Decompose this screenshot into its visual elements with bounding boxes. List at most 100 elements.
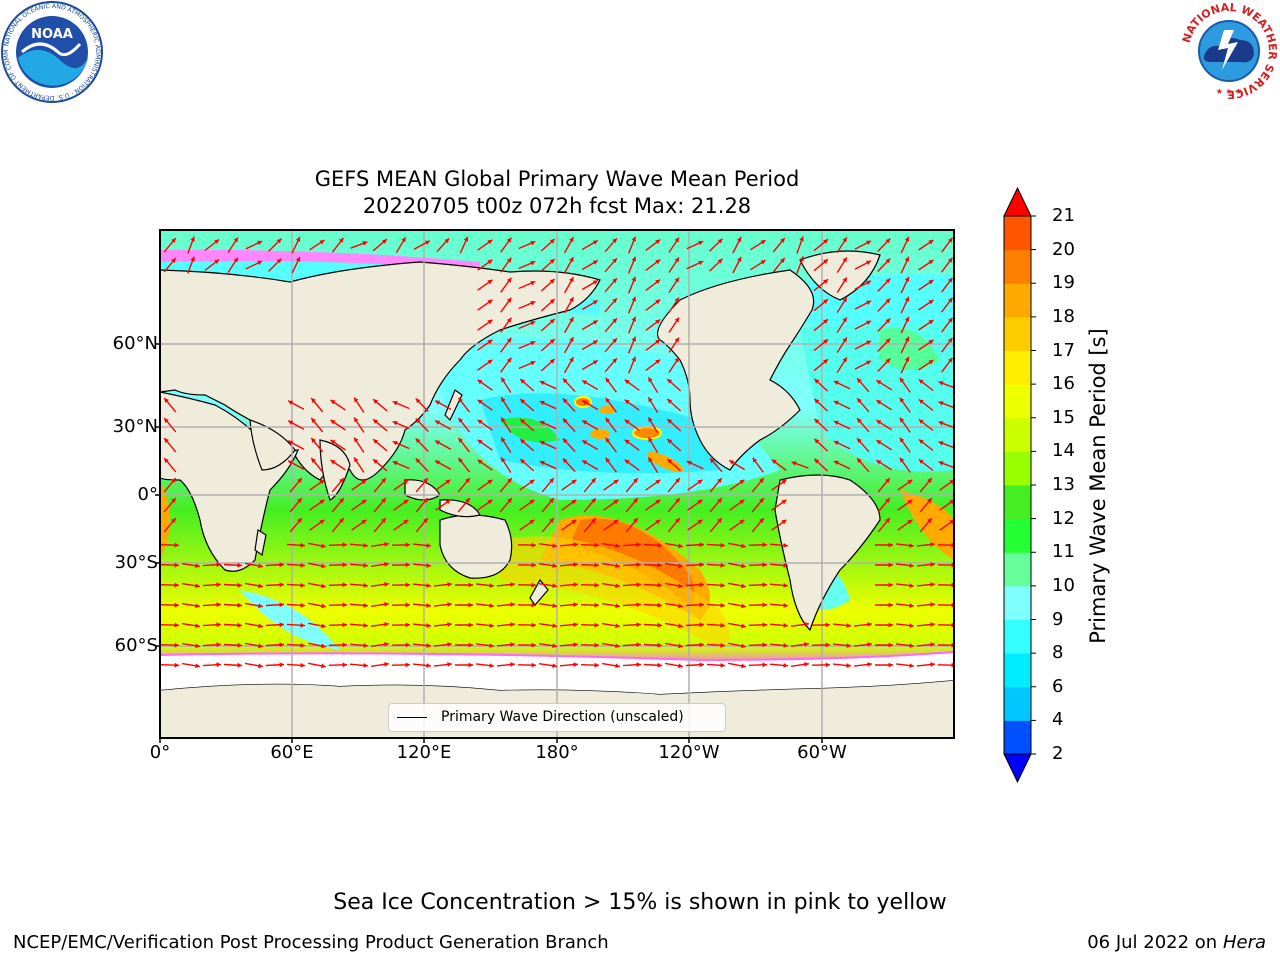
wave-arrow-head bbox=[174, 622, 179, 628]
wave-arrow-head bbox=[549, 299, 555, 304]
wave-arrow-head bbox=[321, 583, 326, 589]
wave-arrow-head bbox=[904, 316, 910, 322]
wave-arrow-head bbox=[510, 582, 515, 587]
wave-arrow-head bbox=[319, 519, 325, 525]
wave-arrow-head bbox=[237, 582, 242, 588]
wave-arrow-head bbox=[520, 419, 526, 424]
wave-arrow-head bbox=[423, 478, 428, 483]
wave-arrow-head bbox=[624, 439, 630, 445]
wave-arrow-head bbox=[520, 379, 526, 384]
wave-arrow-head bbox=[825, 662, 830, 668]
wave-arrow-head bbox=[426, 663, 431, 668]
wave-arrow-head bbox=[918, 439, 924, 444]
wave-arrow-head bbox=[867, 622, 872, 627]
wave-arrow-head bbox=[909, 563, 914, 568]
wave-arrow-head bbox=[573, 562, 578, 567]
colorbar-segment bbox=[1004, 653, 1031, 688]
wave-arrow-head bbox=[888, 622, 893, 628]
wave-arrow-head bbox=[739, 519, 745, 525]
wave-arrow-head bbox=[648, 437, 653, 443]
wave-arrow-head bbox=[363, 603, 368, 608]
wave-arrow-head bbox=[531, 582, 536, 588]
wave-arrow-head bbox=[833, 460, 839, 466]
colorbar-tick-label: 10 bbox=[1052, 574, 1075, 596]
wave-arrow-head bbox=[174, 582, 179, 588]
wave-arrow-head bbox=[164, 418, 169, 423]
wave-arrow-head bbox=[171, 238, 176, 243]
colorbar-tick-label: 16 bbox=[1052, 373, 1075, 395]
colorbar-tick-label: 9 bbox=[1052, 608, 1064, 630]
wave-arrow-head bbox=[938, 401, 944, 406]
wave-arrow-head bbox=[477, 459, 483, 465]
wave-arrow-head bbox=[426, 583, 431, 588]
wave-arrow-head bbox=[885, 498, 890, 503]
wave-arrow-head bbox=[592, 320, 598, 325]
wave-arrow-head bbox=[823, 279, 828, 284]
wave-arrow-head bbox=[804, 662, 809, 667]
wave-arrow-head bbox=[759, 518, 764, 523]
wave-arrow-head bbox=[781, 479, 787, 485]
wave-arrow-head bbox=[888, 562, 893, 568]
wave-arrow-head bbox=[930, 662, 935, 667]
wave-arrow-head bbox=[487, 319, 493, 325]
wave-arrow-head bbox=[300, 622, 305, 628]
y-tick-label: 60°S bbox=[114, 635, 158, 656]
wave-arrow-head bbox=[549, 239, 555, 244]
wave-arrow-head bbox=[866, 280, 871, 285]
wave-arrow-head bbox=[549, 319, 555, 324]
wave-arrow-head bbox=[615, 643, 620, 649]
wave-arrow-head bbox=[799, 236, 804, 242]
colorbar-tick-label: 15 bbox=[1052, 406, 1075, 428]
wave-arrow-head bbox=[506, 297, 512, 303]
wave-arrow-head bbox=[447, 602, 452, 607]
wave-arrow-head bbox=[288, 440, 294, 445]
wave-arrow-head bbox=[468, 642, 473, 648]
wave-arrow-head bbox=[300, 582, 305, 588]
wave-arrow-head bbox=[384, 582, 389, 587]
wave-arrow-head bbox=[780, 238, 785, 243]
wave-arrow-head bbox=[720, 662, 725, 668]
wave-arrow-head bbox=[501, 457, 506, 463]
wave-arrow-head bbox=[899, 417, 905, 423]
wave-arrow-head bbox=[552, 543, 557, 548]
wave-arrow-head bbox=[531, 622, 536, 628]
wave-arrow-head bbox=[405, 622, 410, 628]
wave-arrow-head bbox=[739, 499, 745, 505]
wave-arrow-head bbox=[539, 440, 545, 446]
wave-arrow-head bbox=[591, 498, 596, 503]
wave-arrow-head bbox=[569, 357, 574, 363]
wave-arrow-head bbox=[866, 320, 871, 325]
wave-arrow-head bbox=[174, 542, 179, 548]
legend-line-swatch bbox=[397, 717, 427, 718]
wave-arrow-head bbox=[720, 582, 725, 588]
y-tick-label: 30°N bbox=[112, 416, 158, 437]
wave-arrow-head bbox=[885, 238, 891, 244]
x-tick-label: 120°W bbox=[658, 742, 720, 763]
wave-arrow-head bbox=[520, 459, 526, 464]
wave-arrow-head bbox=[530, 361, 536, 366]
wave-arrow-head bbox=[520, 439, 526, 444]
wave-arrow-head bbox=[781, 499, 787, 505]
wave-arrow-head bbox=[384, 562, 389, 567]
wave-arrow-head bbox=[190, 256, 195, 262]
wave-arrow-head bbox=[594, 642, 599, 648]
wave-arrow-head bbox=[276, 258, 282, 264]
wave-arrow-head bbox=[458, 457, 463, 463]
wave-arrow-head bbox=[487, 359, 493, 365]
wave-arrow-head bbox=[624, 419, 630, 425]
wave-arrow-head bbox=[468, 662, 473, 668]
wave-arrow-head bbox=[405, 662, 410, 668]
wave-arrow-head bbox=[791, 461, 797, 466]
x-tick-label: 60°W bbox=[797, 742, 847, 763]
wave-arrow-head bbox=[549, 498, 554, 503]
wave-arrow-head bbox=[846, 643, 851, 648]
wave-arrow-head bbox=[655, 259, 661, 265]
wave-arrow-head bbox=[539, 400, 545, 406]
wave-arrow-head bbox=[342, 662, 347, 668]
wave-arrow-head bbox=[804, 642, 809, 647]
wave-arrow-head bbox=[762, 562, 767, 568]
wave-arrow-head bbox=[949, 479, 954, 485]
wave-arrow-head bbox=[927, 478, 932, 483]
wave-arrow-head bbox=[615, 603, 620, 609]
wave-arrow-head bbox=[489, 603, 494, 608]
